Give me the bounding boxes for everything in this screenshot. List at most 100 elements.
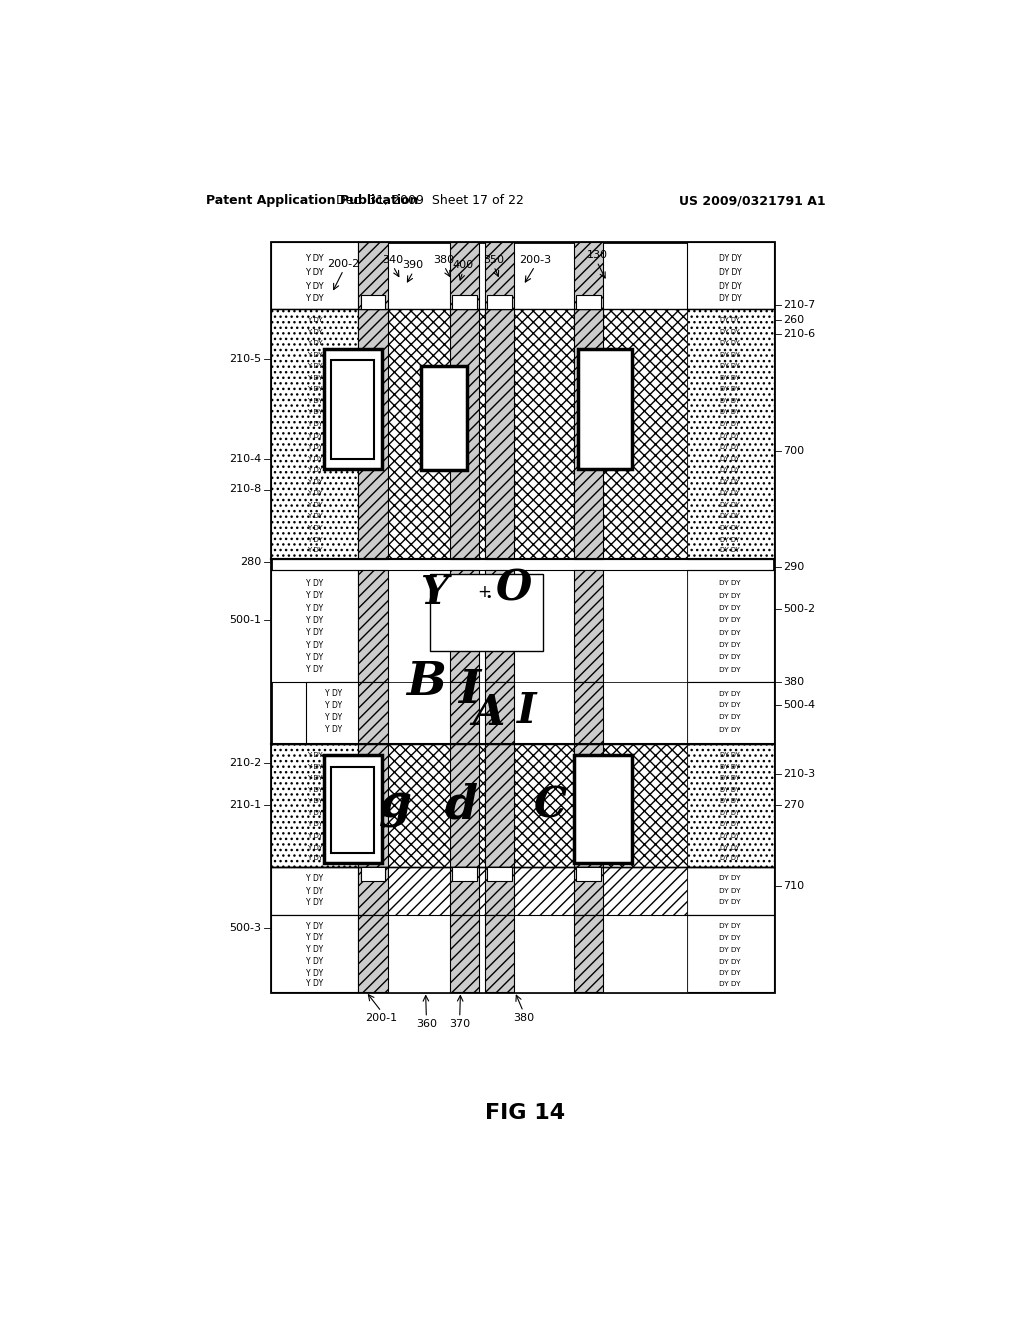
Text: 350: 350 (483, 255, 504, 264)
Bar (687, 570, 773, 682)
Bar (358, 309, 687, 558)
Text: DY DY: DY DY (720, 341, 740, 346)
Bar (271, 309, 358, 558)
Text: +: + (477, 583, 492, 601)
Bar (358, 867, 388, 915)
Bar (358, 570, 687, 682)
Text: Y DY: Y DY (307, 455, 323, 462)
Bar (450, 682, 479, 743)
Text: Y DY: Y DY (307, 787, 323, 793)
Text: DY DY: DY DY (720, 467, 740, 474)
Text: Y DY: Y DY (307, 513, 323, 520)
Text: A: A (472, 692, 505, 734)
Text: Y DY: Y DY (307, 810, 323, 816)
Text: Y DY: Y DY (307, 854, 323, 861)
Bar (484, 242, 514, 323)
Text: DY DY: DY DY (720, 630, 741, 636)
Text: Y DY: Y DY (307, 546, 323, 553)
Text: DY DY: DY DY (720, 981, 741, 987)
Text: DY DY: DY DY (720, 899, 741, 906)
Bar (331, 767, 374, 853)
Text: 200-2: 200-2 (328, 259, 359, 268)
Text: Y DY: Y DY (325, 725, 342, 734)
Text: DY DY: DY DY (720, 490, 740, 496)
Text: Y DY: Y DY (307, 467, 323, 474)
Text: 400: 400 (453, 260, 473, 271)
Bar (573, 743, 603, 867)
Text: DY DY: DY DY (720, 946, 741, 953)
Text: d: d (444, 783, 478, 828)
Text: DY DY: DY DY (720, 387, 740, 392)
Bar (687, 242, 773, 309)
Text: Y DY: Y DY (305, 253, 324, 263)
Text: 260: 260 (783, 315, 804, 325)
Bar (575, 294, 601, 309)
Text: DY DY: DY DY (720, 618, 741, 623)
Bar (687, 309, 773, 558)
Bar (360, 294, 385, 309)
Text: 280: 280 (240, 557, 261, 566)
Text: Y DY: Y DY (307, 490, 323, 496)
Bar (324, 350, 382, 469)
Bar (358, 743, 687, 867)
Text: DY DY: DY DY (720, 833, 740, 840)
Text: Y DY: Y DY (307, 363, 323, 370)
Text: Y DY: Y DY (306, 979, 324, 989)
Bar (573, 309, 603, 558)
Text: DY DY: DY DY (720, 329, 740, 335)
Bar (486, 867, 512, 880)
Text: Y DY: Y DY (307, 525, 323, 531)
Text: DY DY: DY DY (720, 752, 740, 758)
Text: 710: 710 (783, 880, 804, 891)
Text: Y DY: Y DY (306, 933, 324, 942)
Text: DY DY: DY DY (720, 690, 741, 697)
Bar (484, 743, 514, 867)
Bar (573, 570, 603, 682)
Bar (573, 867, 603, 915)
Bar (324, 755, 382, 863)
Text: 270: 270 (783, 800, 804, 810)
Bar (271, 743, 358, 867)
Text: 210-2: 210-2 (229, 758, 261, 768)
Bar (573, 242, 603, 323)
Bar (271, 242, 358, 309)
Text: DY DY: DY DY (720, 667, 741, 673)
Text: Y DY: Y DY (307, 433, 323, 438)
Text: Y DY: Y DY (305, 268, 324, 277)
Bar (484, 570, 514, 682)
Text: I: I (517, 690, 537, 733)
Text: Y DY: Y DY (307, 502, 323, 508)
Text: DY DY: DY DY (720, 363, 740, 370)
Text: Y DY: Y DY (307, 845, 323, 850)
Bar (687, 867, 773, 915)
Text: DY DY: DY DY (720, 775, 740, 781)
Bar (486, 294, 512, 309)
Text: Y DY: Y DY (307, 775, 323, 781)
Text: •: • (485, 593, 492, 602)
Text: DY DY: DY DY (719, 268, 741, 277)
Text: Y DY: Y DY (307, 317, 323, 323)
Text: Y DY: Y DY (307, 387, 323, 392)
Text: DY DY: DY DY (719, 294, 741, 304)
Text: DY DY: DY DY (720, 317, 740, 323)
Bar (452, 294, 477, 309)
Bar (358, 867, 687, 915)
Bar (450, 242, 479, 323)
Bar (358, 570, 388, 682)
Text: Y DY: Y DY (306, 945, 324, 954)
Text: 700: 700 (783, 446, 804, 455)
Text: DY DY: DY DY (720, 421, 740, 428)
Text: Y DY: Y DY (306, 969, 324, 978)
Text: DY DY: DY DY (719, 253, 741, 263)
Bar (450, 570, 479, 682)
Text: 210-3: 210-3 (783, 770, 815, 779)
Text: 210-8: 210-8 (229, 484, 261, 495)
Bar (450, 915, 479, 991)
Text: DY DY: DY DY (720, 409, 740, 416)
Bar (573, 755, 632, 863)
Text: DY DY: DY DY (720, 854, 740, 861)
Bar (484, 682, 514, 743)
Bar (484, 867, 514, 915)
Text: Y DY: Y DY (307, 752, 323, 758)
Text: DY DY: DY DY (720, 714, 741, 721)
